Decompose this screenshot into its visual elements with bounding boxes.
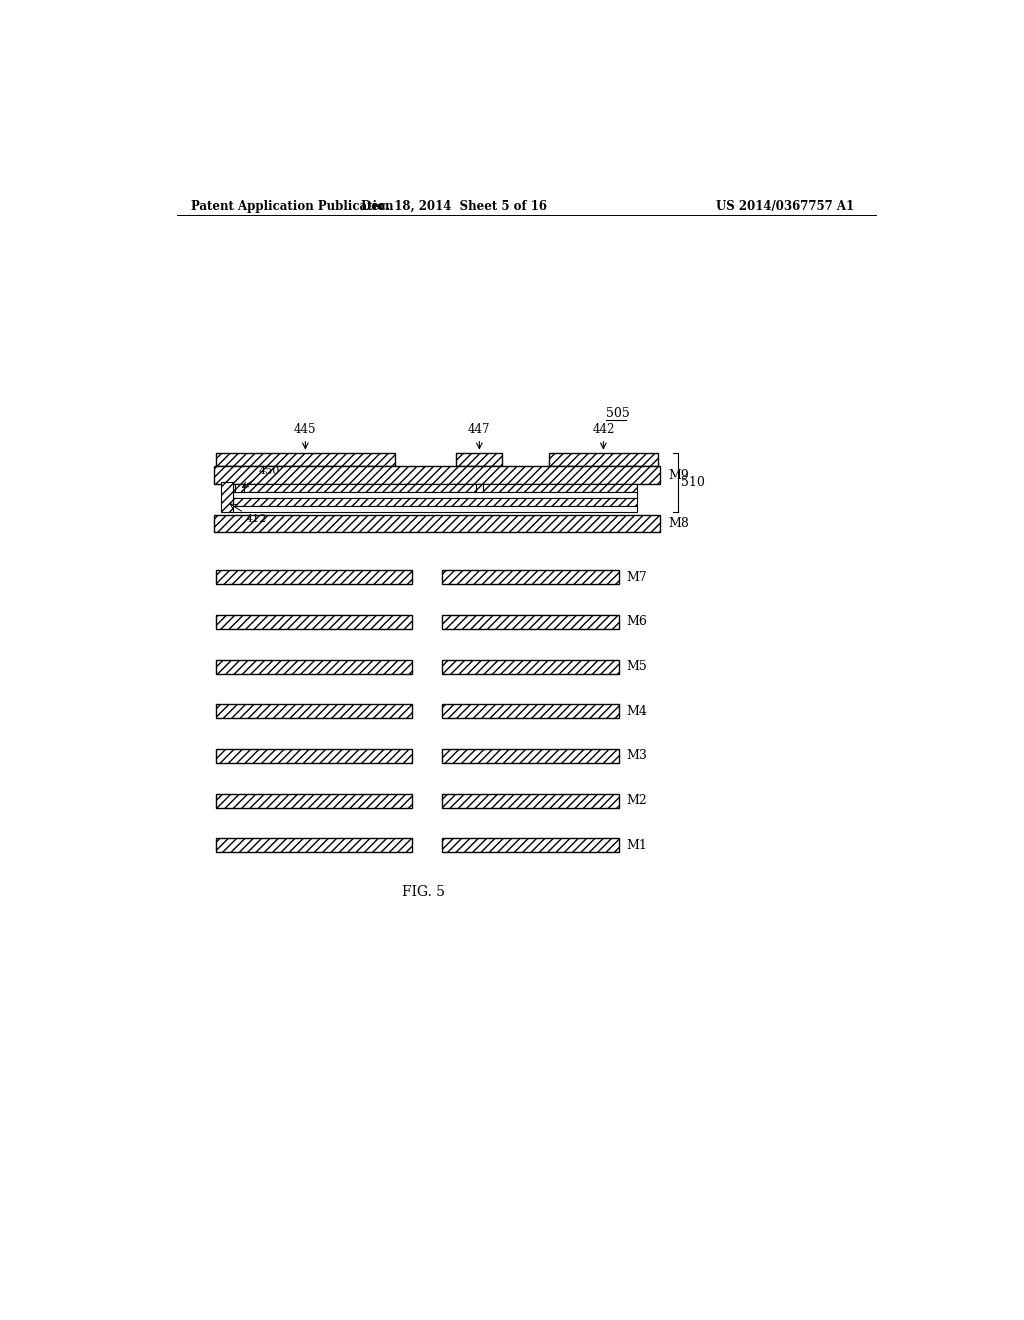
Text: M8: M8 bbox=[668, 517, 689, 529]
Text: 442: 442 bbox=[592, 424, 614, 437]
Bar bbox=[475, 484, 483, 492]
Bar bbox=[216, 660, 413, 673]
Text: US 2014/0367757 A1: US 2014/0367757 A1 bbox=[716, 199, 854, 213]
Bar bbox=[216, 615, 413, 628]
Text: M4: M4 bbox=[627, 705, 647, 718]
Bar bbox=[216, 570, 413, 585]
Text: M6: M6 bbox=[627, 615, 647, 628]
Bar bbox=[441, 570, 618, 585]
Text: 447: 447 bbox=[468, 424, 490, 437]
Bar bbox=[216, 793, 413, 808]
Bar bbox=[441, 615, 618, 628]
Text: M3: M3 bbox=[627, 750, 647, 763]
Text: M1: M1 bbox=[627, 838, 647, 851]
Text: M9: M9 bbox=[668, 469, 689, 482]
Bar bbox=[441, 705, 618, 718]
Bar bbox=[233, 492, 637, 498]
Bar bbox=[233, 506, 637, 512]
Bar bbox=[441, 793, 618, 808]
Bar bbox=[233, 498, 637, 506]
Text: M5: M5 bbox=[627, 660, 647, 673]
Bar bbox=[216, 748, 413, 763]
Bar bbox=[549, 453, 658, 466]
Text: Dec. 18, 2014  Sheet 5 of 16: Dec. 18, 2014 Sheet 5 of 16 bbox=[361, 199, 547, 213]
Text: FIG. 5: FIG. 5 bbox=[401, 886, 444, 899]
Bar bbox=[234, 484, 244, 492]
Text: 510: 510 bbox=[681, 475, 705, 488]
Bar bbox=[214, 466, 660, 484]
Bar bbox=[220, 482, 233, 512]
Bar bbox=[441, 748, 618, 763]
Bar bbox=[441, 838, 618, 853]
Bar bbox=[214, 515, 660, 532]
Text: 505: 505 bbox=[606, 407, 630, 420]
Text: M7: M7 bbox=[627, 570, 647, 583]
Text: 450: 450 bbox=[258, 466, 280, 477]
Text: 445: 445 bbox=[294, 424, 316, 437]
Bar bbox=[441, 660, 618, 673]
Bar bbox=[233, 484, 637, 492]
Text: M2: M2 bbox=[627, 795, 647, 807]
Text: 412: 412 bbox=[246, 515, 266, 524]
Bar bbox=[457, 453, 503, 466]
Text: Patent Application Publication: Patent Application Publication bbox=[190, 199, 393, 213]
Bar bbox=[216, 705, 413, 718]
Bar bbox=[216, 453, 394, 466]
Bar bbox=[216, 838, 413, 853]
